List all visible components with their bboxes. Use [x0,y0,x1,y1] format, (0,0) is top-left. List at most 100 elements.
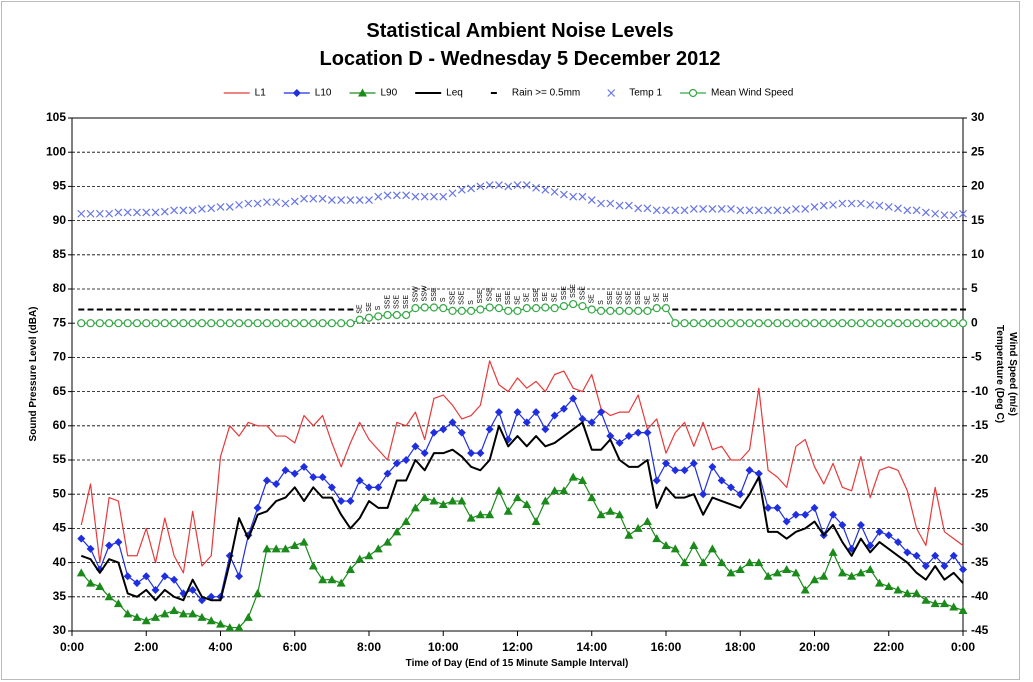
wind-direction-label: S [375,305,382,310]
y2-tick-label: -45 [971,623,989,637]
marker [903,548,912,557]
marker [253,199,262,208]
marker [856,199,865,208]
marker [745,558,755,567]
marker [142,319,151,328]
marker [439,192,448,201]
marker [689,205,698,213]
marker [838,199,847,208]
marker [141,616,151,625]
marker [865,564,875,573]
marker [801,510,810,519]
marker [411,442,420,451]
marker [392,527,402,536]
marker [522,304,531,313]
marker [364,313,374,322]
marker [894,538,903,547]
marker [847,571,857,580]
y2-tick-label: 20 [971,179,985,193]
marker [884,202,893,211]
marker [132,579,141,588]
marker [179,319,188,328]
marker [615,510,625,519]
marker [402,191,411,200]
marker [699,490,708,499]
marker [559,190,568,199]
marker [940,562,949,571]
marker [680,319,689,328]
marker [671,466,680,475]
marker [754,206,763,215]
marker [402,310,411,320]
marker [736,319,745,328]
marker [708,319,717,328]
marker [271,544,281,553]
x-tick-label: 22:00 [873,640,904,654]
marker [819,319,828,328]
marker [355,315,364,324]
marker [169,605,179,614]
marker [912,206,921,215]
marker [355,196,364,205]
marker [717,558,727,567]
marker [532,408,541,417]
x-tick-label: 14:00 [576,640,607,654]
marker [866,200,875,209]
marker [652,304,661,313]
marker [532,183,540,192]
marker [624,201,633,210]
marker [476,305,485,314]
marker [439,425,448,434]
wind-direction-label: SSE [459,291,466,305]
marker [921,562,930,571]
y2-axis-title: Temperature (Deg C) [994,325,1005,423]
marker [875,527,884,536]
marker [151,612,161,621]
marker [958,605,968,614]
marker [225,623,235,632]
marker [448,418,457,427]
y-tick-label: 100 [46,144,66,158]
marker [735,564,745,573]
wind-direction-label: SSW [412,286,419,302]
legend-item: L10 [283,88,332,99]
marker [949,319,958,328]
x-tick-label: 12:00 [502,640,533,654]
marker [531,304,541,313]
marker [597,199,605,208]
x-tick-label: 20:00 [799,640,830,654]
marker [568,472,578,481]
marker [931,551,940,560]
legend-item: Mean Wind Speed [680,88,793,99]
x-tick-label: 18:00 [725,640,756,654]
wind-direction-label: SE [589,294,596,304]
marker [448,496,458,505]
marker [197,612,207,621]
marker [504,182,513,191]
marker [791,568,801,577]
y2-tick-label: -40 [971,589,989,603]
marker [921,595,931,604]
marker [875,319,884,328]
marker [476,182,485,191]
marker [77,209,86,218]
series-line [80,360,964,574]
marker [235,572,244,581]
wind-direction-label: S [468,300,475,305]
legend-marker [688,88,698,98]
marker [123,609,133,618]
marker [550,486,560,495]
marker [198,205,206,213]
marker [411,192,420,201]
marker [959,565,967,574]
marker [587,305,596,314]
marker [337,319,346,328]
marker [736,490,745,499]
marker [345,564,355,573]
marker [327,575,337,584]
marker [634,428,643,437]
y-tick-label: 75 [53,315,67,329]
marker [559,486,569,495]
marker [374,192,383,201]
